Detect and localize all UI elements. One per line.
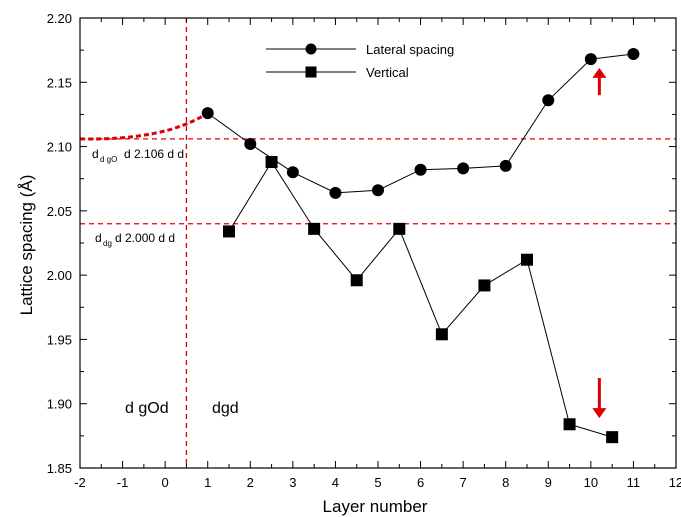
axis-tick-labels: -2 -1 0 1 2 3 4 5 6 7 8 9 10 11 121.851.901.952.002.05… bbox=[47, 11, 681, 490]
x-tick-label: 5 bbox=[374, 475, 381, 490]
x-tick-label: 11 bbox=[627, 475, 641, 490]
vertical-point bbox=[223, 225, 235, 238]
x-tick-label: -1 bbox=[117, 475, 129, 490]
y-tick-label: 2.05 bbox=[47, 204, 72, 219]
arrow-head-down bbox=[592, 408, 607, 419]
ref1-annotation-sub: d gO bbox=[100, 155, 117, 164]
ref2-annotation: d 2.000 d d bbox=[115, 231, 175, 245]
x-tick-label: 4 bbox=[332, 475, 339, 490]
ref2-annotation-sub: dg bbox=[103, 239, 112, 248]
x-tick-label: 6 bbox=[417, 475, 424, 490]
lateral-point bbox=[372, 184, 384, 197]
x-tick-label: 7 bbox=[460, 475, 467, 490]
y-tick-label: 2.00 bbox=[47, 268, 72, 283]
x-tick-label: 8 bbox=[502, 475, 509, 490]
ref1-annotation: d 2.106 d d bbox=[124, 147, 184, 161]
legend-marker-lateral bbox=[305, 43, 317, 55]
lateral-point bbox=[201, 107, 214, 120]
legend: Lateral spacing Vertical bbox=[266, 42, 454, 80]
region-label-right: dgd bbox=[212, 400, 239, 417]
legend-marker-vertical bbox=[305, 66, 317, 78]
vertical-point bbox=[308, 222, 321, 235]
lateral-point bbox=[414, 163, 427, 176]
lateral-point bbox=[244, 138, 257, 150]
y-tick-label: 1.85 bbox=[47, 461, 72, 476]
lateral-point bbox=[499, 159, 512, 172]
x-tick-label: 9 bbox=[545, 475, 552, 490]
vertical-point bbox=[350, 274, 363, 287]
lateral-point bbox=[627, 48, 640, 60]
x-axis-title: Layer number bbox=[323, 497, 428, 516]
y-tick-label: 2.15 bbox=[47, 75, 72, 90]
x-tick-label: 2 bbox=[247, 475, 254, 490]
reference-lines bbox=[80, 18, 676, 468]
lateral-point bbox=[329, 186, 342, 199]
axis-ticks bbox=[79, 17, 677, 469]
vertical-point bbox=[435, 328, 448, 341]
lateral-point bbox=[286, 166, 299, 179]
annotations: d d gO d 2.106 d d d dg d 2.000 d d d gO… bbox=[92, 147, 239, 417]
arrows bbox=[592, 67, 607, 419]
x-tick-label: 3 bbox=[289, 475, 296, 490]
y-tick-label: 1.95 bbox=[47, 332, 72, 347]
vertical-point bbox=[393, 222, 406, 235]
vertical-point bbox=[606, 431, 619, 444]
extrapolation-curve bbox=[80, 111, 209, 141]
region-label-left: d gOd bbox=[125, 400, 169, 417]
vertical-point bbox=[265, 156, 278, 168]
series-layer bbox=[201, 48, 640, 444]
x-tick-label: 1 bbox=[204, 475, 211, 490]
y-tick-label: 2.20 bbox=[47, 11, 72, 26]
x-tick-label: 10 bbox=[584, 475, 598, 490]
series-line-vertical bbox=[228, 161, 613, 438]
x-tick-label: 12 bbox=[669, 475, 681, 490]
legend-label-vertical: Vertical bbox=[366, 65, 409, 80]
y-axis-title: Lattice spacing (Å) bbox=[17, 175, 36, 316]
y-tick-label: 2.10 bbox=[47, 140, 72, 155]
vertical-point bbox=[478, 279, 491, 292]
ref2-annotation-prefix: d bbox=[95, 231, 102, 245]
ref1-annotation-prefix: d bbox=[92, 147, 99, 161]
lateral-point bbox=[457, 162, 470, 175]
x-tick-label: -2 bbox=[74, 475, 86, 490]
y-tick-label: 1.90 bbox=[47, 397, 72, 412]
lateral-point bbox=[542, 94, 555, 107]
vertical-point bbox=[521, 253, 533, 266]
legend-label-lateral: Lateral spacing bbox=[366, 42, 454, 57]
arrow-head-up bbox=[592, 67, 607, 78]
lateral-point bbox=[584, 53, 597, 66]
x-tick-label: 0 bbox=[162, 475, 169, 490]
vertical-point bbox=[563, 418, 576, 431]
